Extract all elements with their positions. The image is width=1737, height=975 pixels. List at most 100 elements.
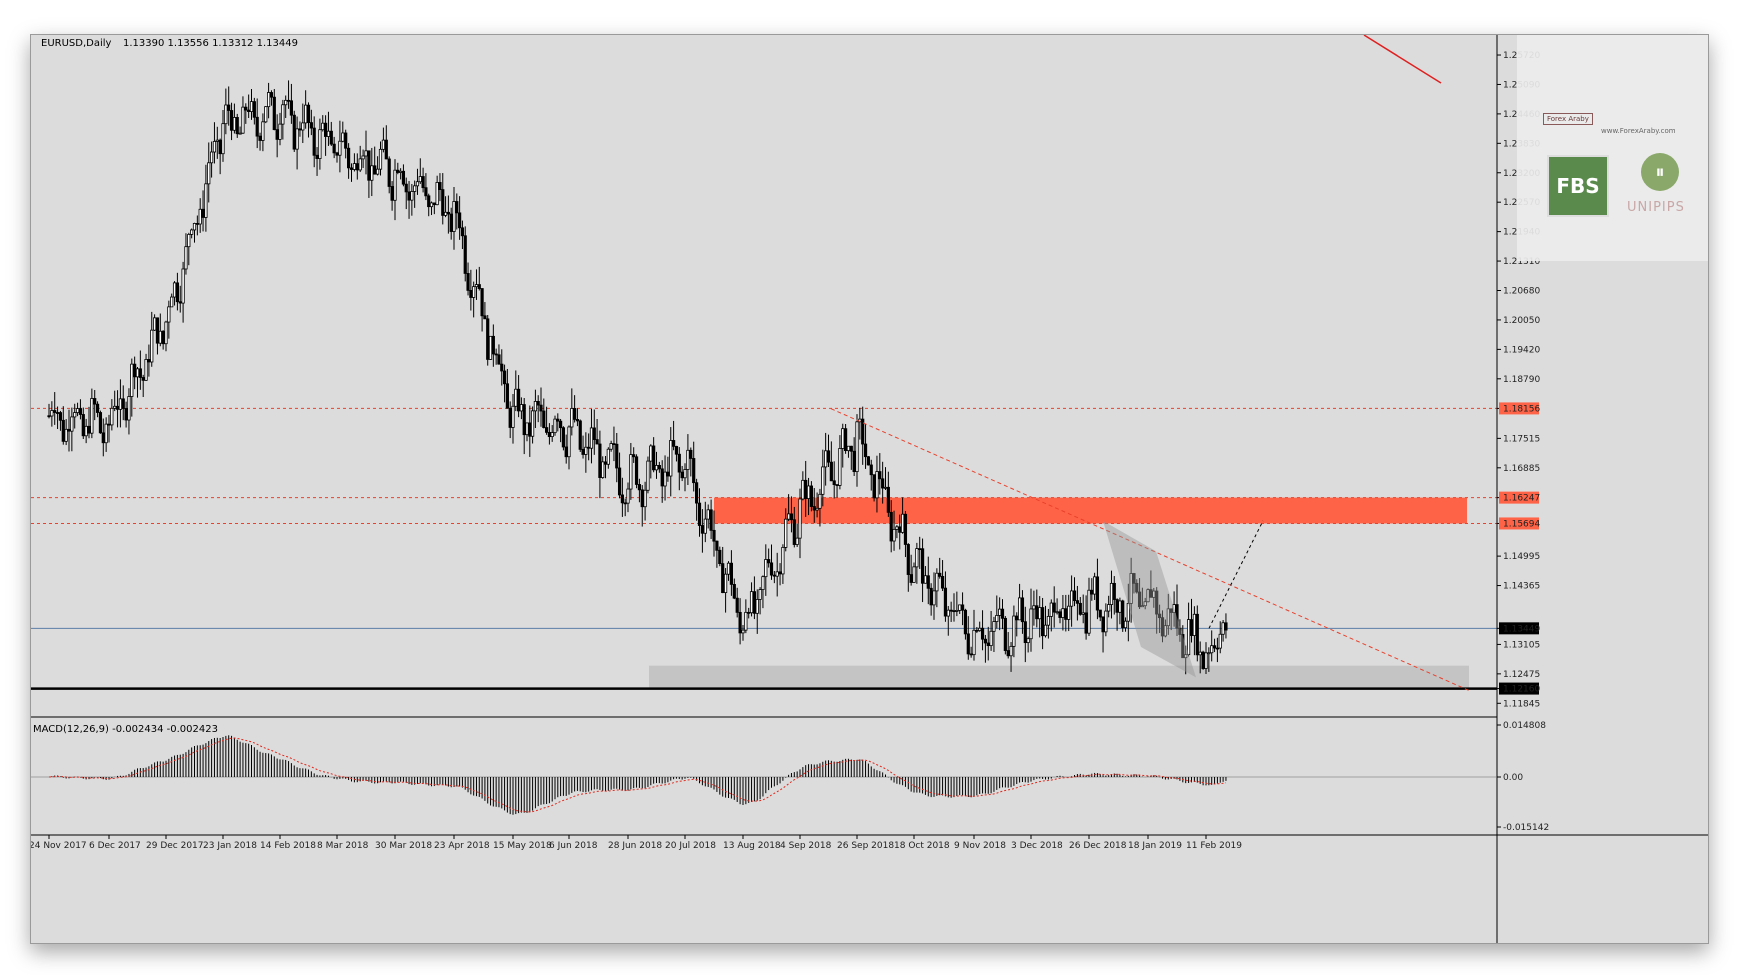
candle-body (1020, 597, 1025, 623)
candle-body (502, 370, 507, 385)
candle-body (167, 306, 171, 323)
candle-body (53, 410, 57, 413)
candle-body (784, 518, 788, 548)
candle-body (761, 576, 765, 590)
candle-body (429, 202, 434, 208)
candle-body (508, 407, 512, 428)
candle-body (184, 246, 188, 270)
candle-body (252, 101, 256, 118)
price-tick-label: 1.13449 (1503, 624, 1540, 634)
candle-body (1129, 573, 1133, 604)
candle-body (209, 151, 214, 164)
candle-body (567, 426, 571, 458)
candle-body (181, 268, 185, 304)
candle-body (1118, 600, 1122, 613)
candle-body (384, 139, 388, 160)
candle-body (235, 117, 239, 135)
candle-body (949, 609, 953, 612)
candle-body (266, 92, 271, 108)
candle-body (1101, 616, 1105, 633)
candle-body (198, 208, 202, 225)
fbs-logo: FBS (1547, 155, 1609, 217)
candle-body (801, 479, 805, 500)
candle-body (542, 410, 546, 428)
candle-body (170, 296, 174, 308)
candle-body (497, 354, 501, 365)
candle-body (892, 528, 896, 542)
candle-body (269, 92, 274, 98)
candle-body (589, 427, 594, 449)
candle-body (929, 587, 933, 606)
candle-body (530, 410, 535, 437)
candle-body (304, 104, 308, 124)
macd-tick-label: 0.00 (1503, 773, 1523, 783)
date-tick-label: 30 Mar 2018 (375, 841, 432, 851)
candle-body (70, 416, 74, 432)
candle-body (940, 575, 945, 589)
candle-body (50, 410, 54, 417)
date-tick-label: 29 Dec 2017 (146, 841, 204, 851)
chart-window[interactable]: 1.257201.250901.244601.238301.232001.225… (30, 34, 1709, 944)
candle-body (522, 404, 526, 436)
candle-body (920, 548, 925, 584)
candle-body (332, 143, 336, 154)
candle-body (67, 428, 71, 432)
candle-body (61, 419, 65, 442)
candle-body (536, 401, 540, 406)
candle-body (455, 201, 459, 214)
candle-body (1155, 590, 1159, 615)
candle-body (232, 117, 236, 131)
candle-body (581, 448, 585, 455)
candle-body (477, 284, 481, 289)
candle-body (1012, 615, 1016, 647)
candle-body (1135, 582, 1139, 593)
candle-body (912, 566, 916, 583)
candle-body (438, 182, 442, 190)
date-tick-label: 18 Oct 2018 (894, 841, 950, 851)
candle-body (821, 466, 825, 495)
price-label-badge (1499, 491, 1539, 504)
candle-body (525, 422, 529, 436)
candle-body (298, 128, 302, 131)
candle-body (545, 427, 549, 433)
candle-body (775, 571, 779, 577)
forexaraby-url: www.ForexAraby.com (1601, 127, 1676, 135)
candle-body (570, 408, 574, 428)
candle-body (889, 511, 893, 542)
candle-body (175, 282, 179, 303)
candle-body (686, 449, 690, 470)
candle-body (441, 189, 445, 216)
candle-body (187, 234, 191, 248)
candle-body (1192, 613, 1196, 636)
candle-body (107, 423, 111, 426)
candle-body (312, 127, 316, 156)
candle-body (915, 548, 919, 568)
candle-body (849, 445, 853, 452)
candle-body (640, 489, 644, 508)
price-chart[interactable]: 1.257201.250901.244601.238301.232001.225… (31, 35, 1708, 943)
candle-body (943, 587, 948, 617)
candle-body (201, 208, 205, 218)
candle-body (812, 506, 816, 511)
candle-body (421, 176, 425, 189)
candle-body (795, 537, 799, 545)
candle-body (861, 418, 865, 445)
candle-body (78, 408, 83, 415)
candle-body (378, 148, 383, 170)
candle-body (1003, 617, 1007, 651)
candle-body (1015, 615, 1019, 621)
candle-body (144, 359, 148, 381)
candle-body (127, 396, 131, 421)
candle-body (511, 405, 515, 428)
candle-body (135, 368, 140, 378)
candle-body (1178, 627, 1182, 635)
candle-body (1215, 647, 1219, 650)
candle-body (1221, 622, 1225, 635)
candle-body (150, 329, 154, 363)
candle-body (463, 235, 467, 274)
candle-body (1064, 608, 1068, 620)
candle-body (407, 191, 411, 201)
price-tick-label: 1.20680 (1503, 286, 1540, 296)
candle-body (609, 443, 613, 450)
candle-body (573, 408, 577, 420)
